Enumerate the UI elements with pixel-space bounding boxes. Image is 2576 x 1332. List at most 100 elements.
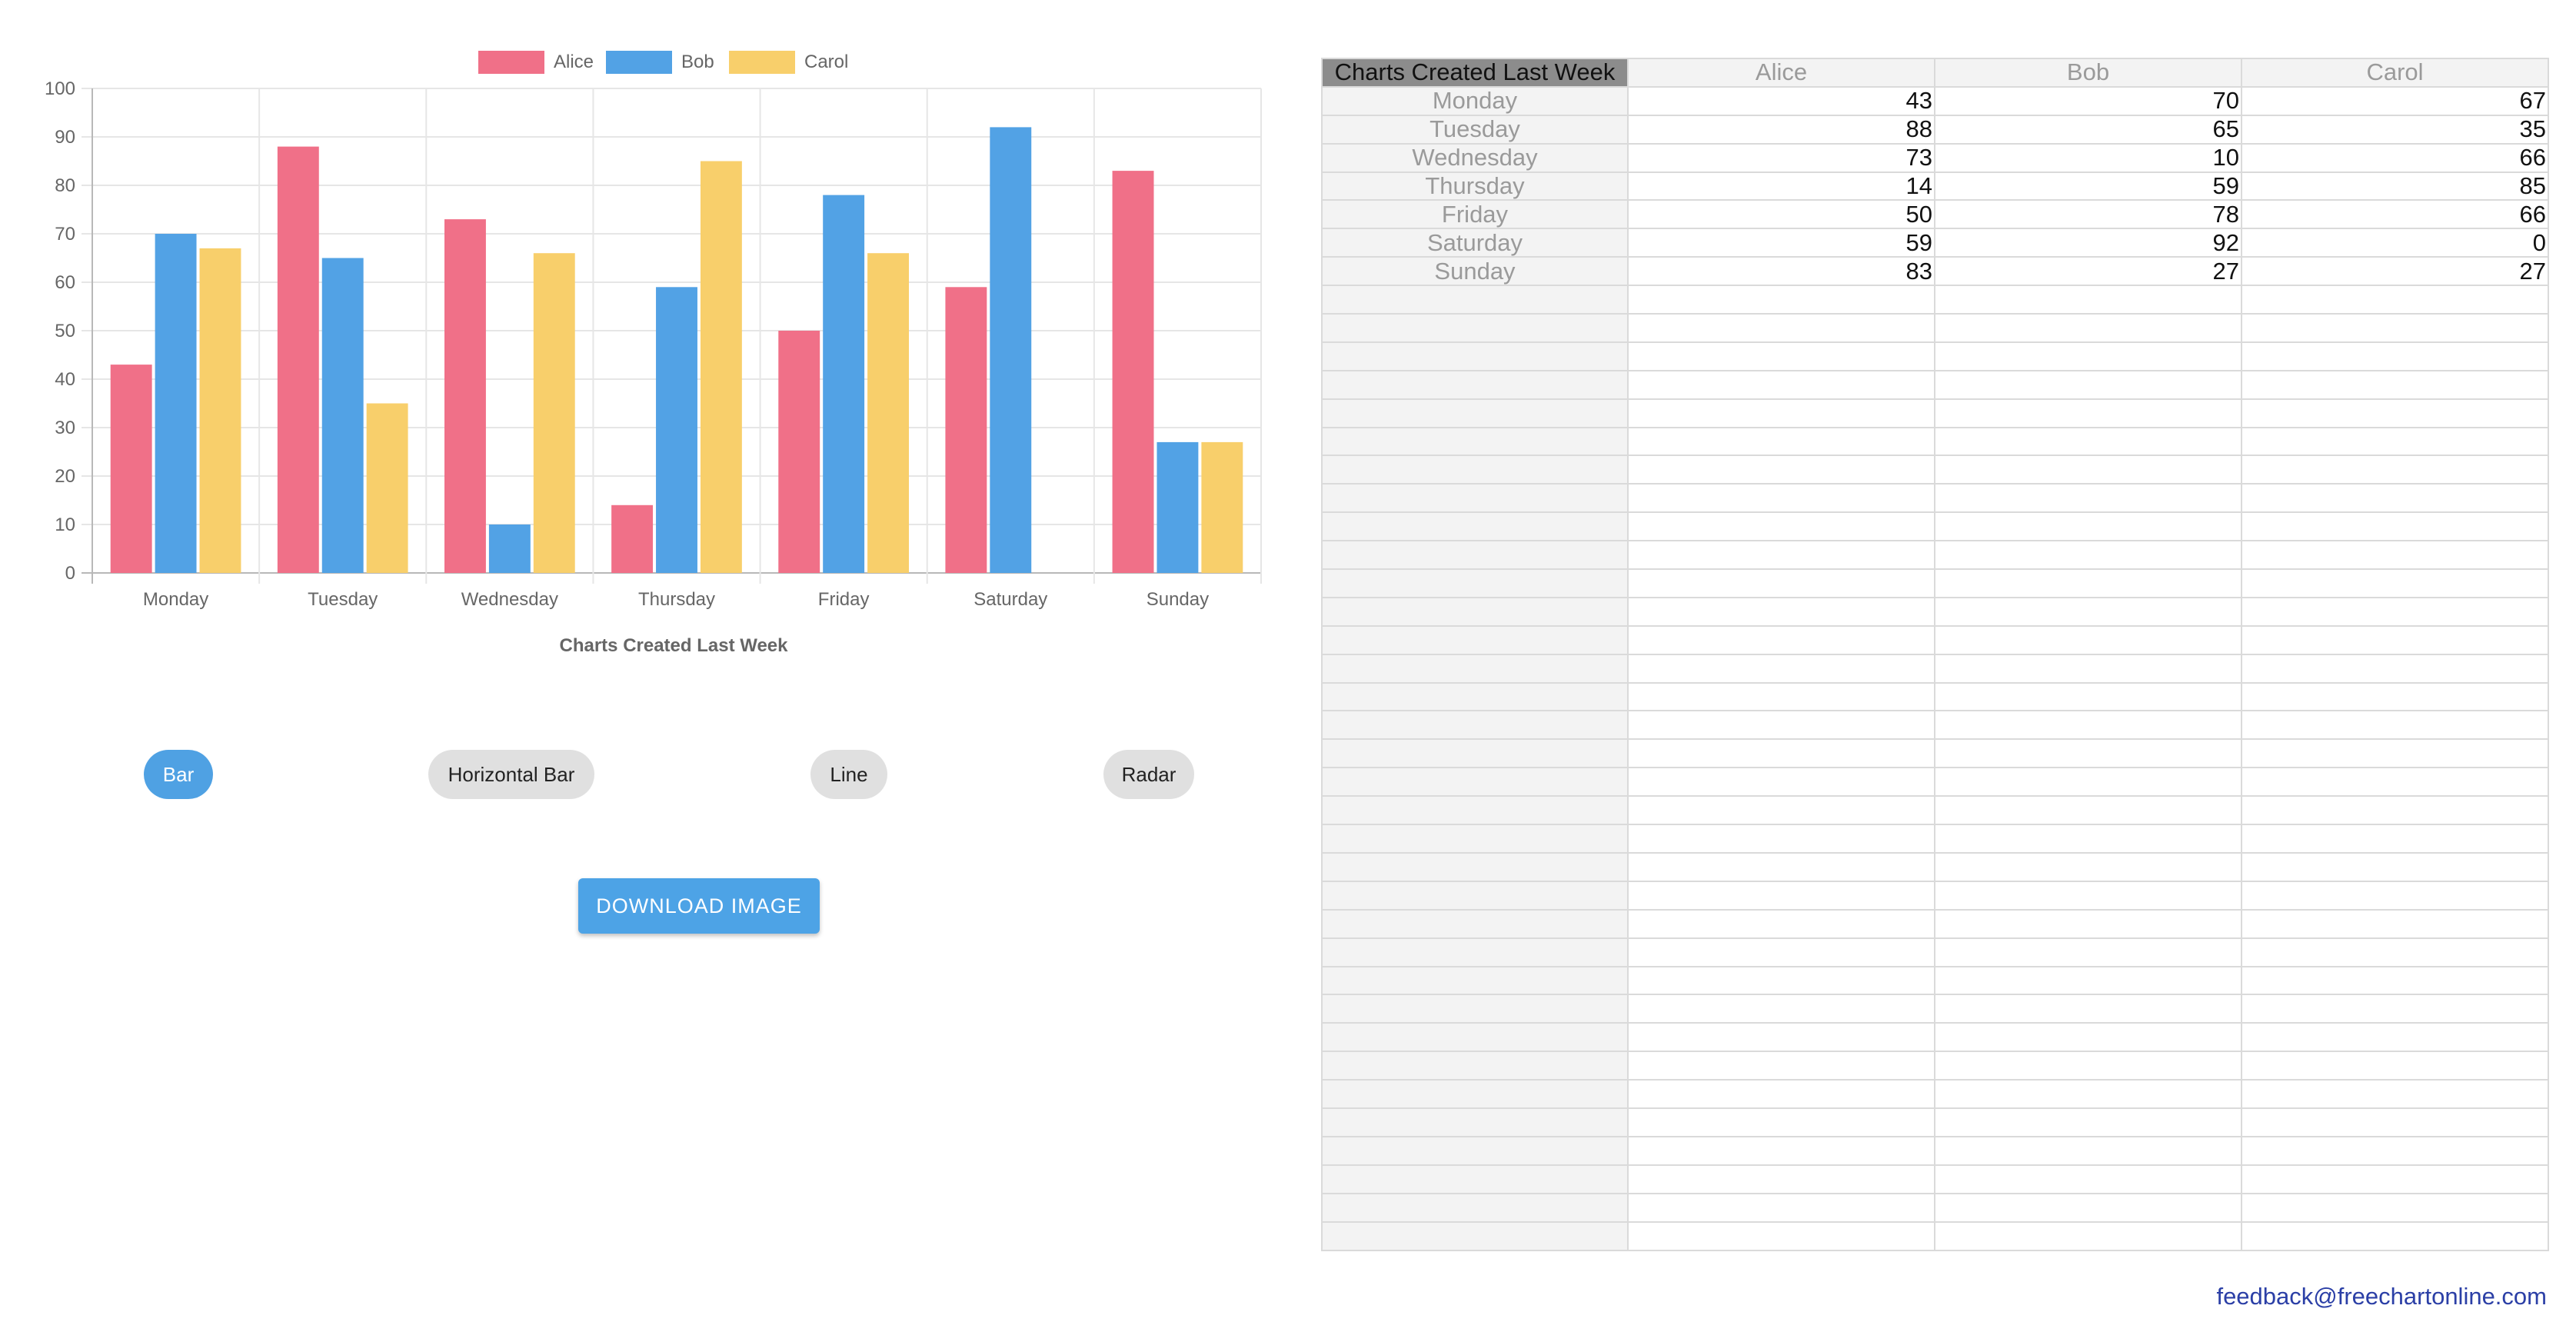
sheet-cell[interactable] (2241, 1220, 2549, 1252)
sheet-cell[interactable] (2241, 1164, 2549, 1194)
sheet-cell[interactable] (1627, 596, 1935, 627)
sheet-cell[interactable] (1934, 994, 2242, 1024)
sheet-cell[interactable] (2241, 937, 2549, 967)
sheet-row-header[interactable] (1321, 1164, 1629, 1194)
sheet-row-header[interactable] (1321, 937, 1629, 967)
sheet-cell[interactable]: 88 (1627, 114, 1935, 145)
bar-alice-saturday[interactable] (945, 287, 987, 573)
sheet-cell[interactable] (2241, 710, 2549, 741)
sheet-cell[interactable] (2241, 1107, 2549, 1137)
sheet-cell[interactable] (1934, 398, 2242, 428)
sheet-row-header[interactable] (1321, 880, 1629, 911)
sheet-row-header[interactable] (1321, 851, 1629, 882)
sheet-cell[interactable] (2241, 313, 2549, 343)
sheet-cell[interactable] (2241, 624, 2549, 655)
sheet-cell[interactable]: 78 (1934, 199, 2242, 230)
sheet-cell[interactable] (1627, 851, 1935, 882)
sheet-cell[interactable] (1934, 313, 2242, 343)
sheet-row-header[interactable] (1321, 1135, 1629, 1166)
sheet-cell[interactable] (1934, 653, 2242, 684)
sheet-cell[interactable] (1627, 1192, 1935, 1223)
sheet-cell[interactable] (2241, 653, 2549, 684)
sheet-cell[interactable] (1627, 880, 1935, 911)
sheet-cell[interactable] (1627, 1051, 1935, 1081)
sheet-cell[interactable] (1934, 568, 2242, 598)
sheet-cell[interactable] (2241, 540, 2549, 571)
sheet-cell[interactable]: 59 (1934, 171, 2242, 201)
sheet-cell[interactable] (2241, 1022, 2549, 1053)
bar-alice-thursday[interactable] (611, 504, 654, 573)
sheet-cell[interactable]: 0 (2241, 228, 2549, 258)
sheet-row-header[interactable]: Tuesday (1321, 114, 1629, 145)
sheet-cell[interactable] (1934, 1022, 2242, 1053)
sheet-cell[interactable] (2241, 285, 2549, 315)
bar-alice-sunday[interactable] (1112, 171, 1154, 574)
sheet-row-header[interactable]: Wednesday (1321, 142, 1629, 173)
sheet-row-header[interactable] (1321, 455, 1629, 485)
sheet-cell[interactable] (1934, 1051, 2242, 1081)
sheet-cell[interactable] (2241, 341, 2549, 371)
sheet-cell[interactable] (1627, 653, 1935, 684)
sheet-corner-cell[interactable]: Charts Created Last Week (1321, 58, 1629, 88)
sheet-cell[interactable] (1627, 908, 1935, 939)
sheet-cell[interactable] (1627, 994, 1935, 1024)
sheet-cell[interactable] (2241, 767, 2549, 798)
sheet-row-header[interactable] (1321, 483, 1629, 514)
sheet-cell[interactable] (2241, 908, 2549, 939)
chart-type-horizontal-bar-button[interactable]: Horizontal Bar (428, 750, 594, 799)
sheet-cell[interactable] (1934, 1220, 2242, 1252)
sheet-cell[interactable] (1627, 1220, 1935, 1252)
sheet-cell[interactable] (1934, 540, 2242, 571)
sheet-cell[interactable] (2241, 824, 2549, 854)
sheet-cell[interactable] (1934, 795, 2242, 826)
sheet-cell[interactable] (1934, 851, 2242, 882)
bar-carol-tuesday[interactable] (366, 403, 408, 574)
sheet-row-header[interactable] (1321, 568, 1629, 598)
sheet-cell[interactable] (1934, 767, 2242, 798)
sheet-cell[interactable]: 43 (1627, 85, 1935, 116)
sheet-row-header[interactable]: Thursday (1321, 171, 1629, 201)
sheet-column-header-bob[interactable]: Bob (1934, 58, 2242, 88)
sheet-cell[interactable] (1627, 455, 1935, 485)
sheet-cell[interactable] (1627, 681, 1935, 712)
bar-bob-wednesday[interactable] (488, 524, 531, 573)
sheet-cell[interactable] (1934, 1107, 2242, 1137)
sheet-cell[interactable] (2241, 851, 2549, 882)
sheet-cell[interactable] (1627, 1079, 1935, 1109)
sheet-cell[interactable] (1627, 540, 1935, 571)
sheet-cell[interactable] (1934, 1192, 2242, 1223)
legend-item-alice[interactable]: Alice (478, 51, 594, 74)
sheet-cell[interactable] (1627, 937, 1935, 967)
sheet-row-header[interactable] (1321, 795, 1629, 826)
sheet-row-header[interactable] (1321, 994, 1629, 1024)
sheet-cell[interactable] (1627, 511, 1935, 542)
sheet-cell[interactable]: 67 (2241, 85, 2549, 116)
bar-alice-tuesday[interactable] (277, 146, 319, 574)
sheet-row-header[interactable] (1321, 965, 1629, 996)
sheet-column-header-carol[interactable]: Carol (2241, 58, 2549, 88)
sheet-row-header[interactable] (1321, 426, 1629, 457)
bar-carol-sunday[interactable] (1201, 441, 1243, 573)
sheet-cell[interactable] (1934, 285, 2242, 315)
sheet-row-header[interactable] (1321, 681, 1629, 712)
sheet-row-header[interactable] (1321, 596, 1629, 627)
sheet-row-header[interactable] (1321, 398, 1629, 428)
sheet-cell[interactable] (1627, 426, 1935, 457)
download-image-button[interactable]: DOWNLOAD IMAGE (578, 878, 820, 934)
feedback-email-link[interactable]: feedback@freechartonline.com (2216, 1283, 2547, 1310)
sheet-cell[interactable] (2241, 1192, 2549, 1223)
sheet-row-header[interactable] (1321, 511, 1629, 542)
sheet-cell[interactable] (1934, 341, 2242, 371)
bar-bob-saturday[interactable] (990, 127, 1032, 573)
bar-carol-monday[interactable] (199, 248, 241, 573)
bar-alice-monday[interactable] (110, 365, 152, 573)
sheet-cell[interactable]: 85 (2241, 171, 2549, 201)
sheet-cell[interactable] (1627, 738, 1935, 769)
sheet-cell[interactable] (2241, 880, 2549, 911)
sheet-cell[interactable] (1934, 1079, 2242, 1109)
sheet-cell[interactable] (1627, 965, 1935, 996)
sheet-cell[interactable] (2241, 426, 2549, 457)
sheet-cell[interactable] (2241, 398, 2549, 428)
sheet-cell[interactable] (1627, 710, 1935, 741)
sheet-cell[interactable]: 10 (1934, 142, 2242, 173)
